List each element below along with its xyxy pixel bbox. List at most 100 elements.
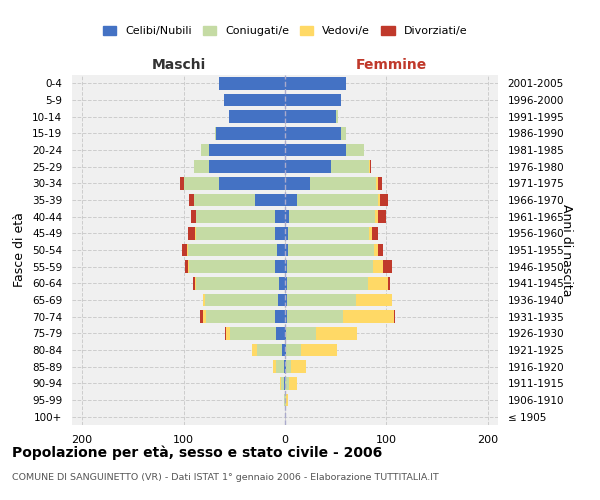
Bar bbox=[285, 394, 288, 406]
Bar bbox=[280, 377, 285, 390]
Bar bbox=[285, 110, 336, 123]
Bar bbox=[200, 310, 285, 323]
Bar bbox=[285, 327, 286, 340]
Bar bbox=[224, 94, 285, 106]
Bar bbox=[285, 277, 287, 289]
Bar bbox=[285, 244, 383, 256]
Bar bbox=[285, 344, 301, 356]
Bar bbox=[225, 327, 285, 340]
Bar bbox=[184, 177, 285, 190]
Bar bbox=[230, 327, 285, 340]
Text: Femmine: Femmine bbox=[356, 58, 427, 71]
Bar bbox=[194, 160, 285, 173]
Bar bbox=[187, 244, 285, 256]
Bar bbox=[285, 360, 291, 373]
Bar bbox=[285, 110, 338, 123]
Bar bbox=[194, 160, 285, 173]
Text: Maschi: Maschi bbox=[151, 58, 206, 71]
Bar bbox=[257, 344, 285, 356]
Bar bbox=[196, 210, 285, 223]
Bar bbox=[285, 277, 368, 289]
Bar bbox=[278, 294, 285, 306]
Bar bbox=[285, 227, 369, 239]
Bar bbox=[285, 210, 289, 223]
Bar bbox=[285, 260, 373, 273]
Bar bbox=[285, 360, 307, 373]
Bar bbox=[284, 394, 285, 406]
Bar bbox=[285, 194, 379, 206]
Bar bbox=[285, 394, 286, 406]
Bar bbox=[196, 227, 285, 239]
Bar bbox=[201, 144, 285, 156]
Bar bbox=[219, 177, 285, 190]
Bar bbox=[285, 260, 392, 273]
Bar bbox=[285, 210, 379, 223]
Bar bbox=[275, 310, 285, 323]
Bar bbox=[195, 277, 285, 289]
Bar bbox=[285, 77, 346, 90]
Bar bbox=[280, 377, 285, 390]
Bar bbox=[285, 244, 288, 256]
Bar bbox=[188, 244, 285, 256]
Bar bbox=[284, 360, 285, 373]
Bar bbox=[285, 377, 297, 390]
Bar bbox=[195, 227, 285, 239]
Bar bbox=[215, 127, 285, 140]
Bar bbox=[285, 144, 346, 156]
Text: Popolazione per età, sesso e stato civile - 2006: Popolazione per età, sesso e stato civil… bbox=[12, 445, 382, 460]
Bar bbox=[285, 327, 357, 340]
Bar bbox=[285, 244, 379, 256]
Bar bbox=[276, 327, 285, 340]
Bar bbox=[285, 277, 388, 289]
Bar bbox=[285, 194, 388, 206]
Bar bbox=[182, 244, 285, 256]
Bar bbox=[226, 327, 285, 340]
Bar bbox=[185, 260, 285, 273]
Bar bbox=[285, 94, 341, 106]
Bar bbox=[285, 344, 337, 356]
Bar bbox=[285, 260, 383, 273]
Bar bbox=[273, 360, 285, 373]
Bar bbox=[285, 294, 392, 306]
Bar bbox=[179, 177, 285, 190]
Bar bbox=[285, 310, 287, 323]
Bar bbox=[285, 327, 316, 340]
Bar bbox=[285, 127, 346, 140]
Bar bbox=[285, 144, 364, 156]
Bar bbox=[196, 210, 285, 223]
Bar bbox=[285, 360, 286, 373]
Bar bbox=[275, 227, 285, 239]
Bar bbox=[219, 77, 285, 90]
Bar bbox=[285, 77, 346, 90]
Bar bbox=[209, 144, 285, 156]
Bar bbox=[285, 94, 341, 106]
Bar bbox=[285, 160, 370, 173]
Bar bbox=[229, 110, 285, 123]
Bar bbox=[285, 294, 287, 306]
Bar bbox=[285, 327, 357, 340]
Bar bbox=[285, 344, 286, 356]
Bar bbox=[194, 194, 285, 206]
Bar bbox=[285, 244, 374, 256]
Bar bbox=[285, 227, 379, 239]
Bar bbox=[224, 94, 285, 106]
Bar bbox=[196, 277, 285, 289]
Bar bbox=[277, 244, 285, 256]
Bar bbox=[203, 294, 285, 306]
Bar bbox=[285, 277, 391, 289]
Bar bbox=[251, 344, 285, 356]
Bar bbox=[285, 177, 376, 190]
Bar bbox=[273, 360, 285, 373]
Bar bbox=[285, 177, 310, 190]
Bar bbox=[254, 194, 285, 206]
Bar bbox=[201, 144, 285, 156]
Bar bbox=[203, 294, 285, 306]
Bar bbox=[224, 94, 285, 106]
Bar bbox=[275, 260, 285, 273]
Bar bbox=[285, 94, 341, 106]
Y-axis label: Anni di nascita: Anni di nascita bbox=[560, 204, 573, 296]
Bar bbox=[285, 377, 297, 390]
Bar bbox=[285, 344, 337, 356]
Bar bbox=[281, 377, 285, 390]
Y-axis label: Fasce di età: Fasce di età bbox=[13, 212, 26, 288]
